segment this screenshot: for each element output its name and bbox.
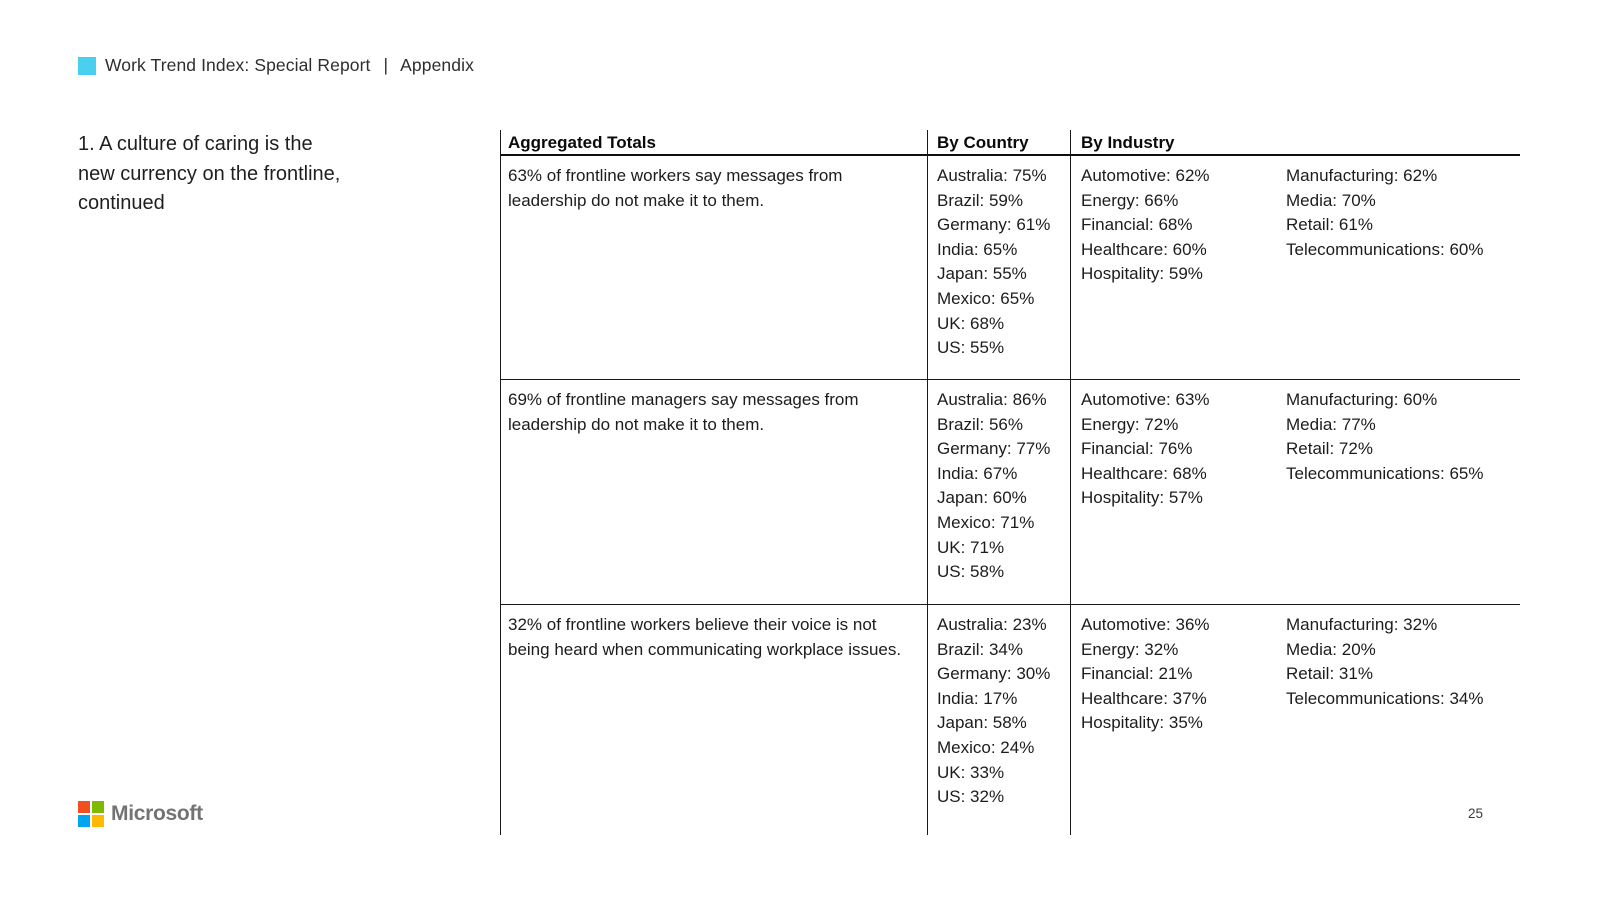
by-country-cell: Australia: 75% Brazil: 59% Germany: 61% … (937, 166, 1051, 358)
column-header-aggregated-totals: Aggregated Totals (508, 133, 656, 152)
column-header-by-country: By Country (937, 133, 1029, 152)
table-left-border (500, 130, 501, 835)
microsoft-logo-icon (78, 800, 104, 827)
by-industry-sublist-2: Manufacturing: 62% Media: 70% Retail: 61… (1286, 166, 1484, 259)
statement-cell: 69% of frontline managers say messages f… (508, 390, 859, 434)
page-number: 25 (1468, 806, 1484, 821)
by-industry-sublist-1: Automotive: 36% Energy: 32% Financial: 2… (1081, 615, 1210, 733)
table-header-row: Aggregated Totals By Country By Industry (500, 130, 1520, 156)
microsoft-logo-text: Microsoft (111, 801, 203, 825)
report-title: Work Trend Index: Special Report (105, 55, 371, 75)
report-title-row: Work Trend Index: Special Report | Appen… (105, 55, 474, 76)
by-industry-cell: Automotive: 62% Energy: 66% Financial: 6… (1070, 156, 1520, 379)
slide-title-line-1: 1. A culture of caring is the (78, 133, 313, 155)
table-divider-country (927, 130, 928, 835)
slide-title-line-3: continued (78, 192, 165, 214)
logo-square-yellow (92, 814, 104, 827)
by-industry-sublist-1: Automotive: 62% Energy: 66% Financial: 6… (1081, 166, 1210, 284)
logo-square-green (92, 800, 104, 813)
by-country-cell: Australia: 23% Brazil: 34% Germany: 30% … (937, 615, 1051, 807)
table-divider-industry (1070, 130, 1071, 835)
statement-cell: 63% of frontline workers say messages fr… (508, 166, 843, 210)
logo-square-blue (78, 814, 90, 827)
section-label: Appendix (400, 55, 474, 75)
appendix-table: Aggregated Totals By Country By Industry… (500, 130, 1520, 835)
brand-square-icon (78, 56, 96, 75)
by-industry-cell: Automotive: 63% Energy: 72% Financial: 7… (1070, 380, 1520, 604)
table-row-2: 69% of frontline managers say messages f… (500, 380, 1520, 605)
microsoft-logo: Microsoft (78, 800, 203, 827)
slide-title: 1. A culture of caring is the new curren… (78, 130, 340, 219)
table-row-3: 32% of frontline workers believe their v… (500, 605, 1520, 835)
by-industry-sublist-1: Automotive: 63% Energy: 72% Financial: 7… (1081, 390, 1210, 508)
logo-square-red (78, 800, 90, 813)
slide-title-line-2: new currency on the frontline, (78, 162, 341, 185)
column-header-by-industry: By Industry (1081, 133, 1175, 152)
title-separator: | (383, 55, 389, 75)
page-header: Work Trend Index: Special Report | Appen… (78, 55, 474, 76)
by-industry-cell: Automotive: 36% Energy: 32% Financial: 2… (1070, 605, 1520, 835)
statement-cell: 32% of frontline workers believe their v… (508, 615, 902, 659)
by-industry-sublist-2: Manufacturing: 60% Media: 77% Retail: 72… (1286, 390, 1484, 483)
by-country-cell: Australia: 86% Brazil: 56% Germany: 77% … (937, 390, 1051, 582)
table-row-1: 63% of frontline workers say messages fr… (500, 156, 1520, 380)
by-industry-sublist-2: Manufacturing: 32% Media: 20% Retail: 31… (1286, 615, 1484, 708)
